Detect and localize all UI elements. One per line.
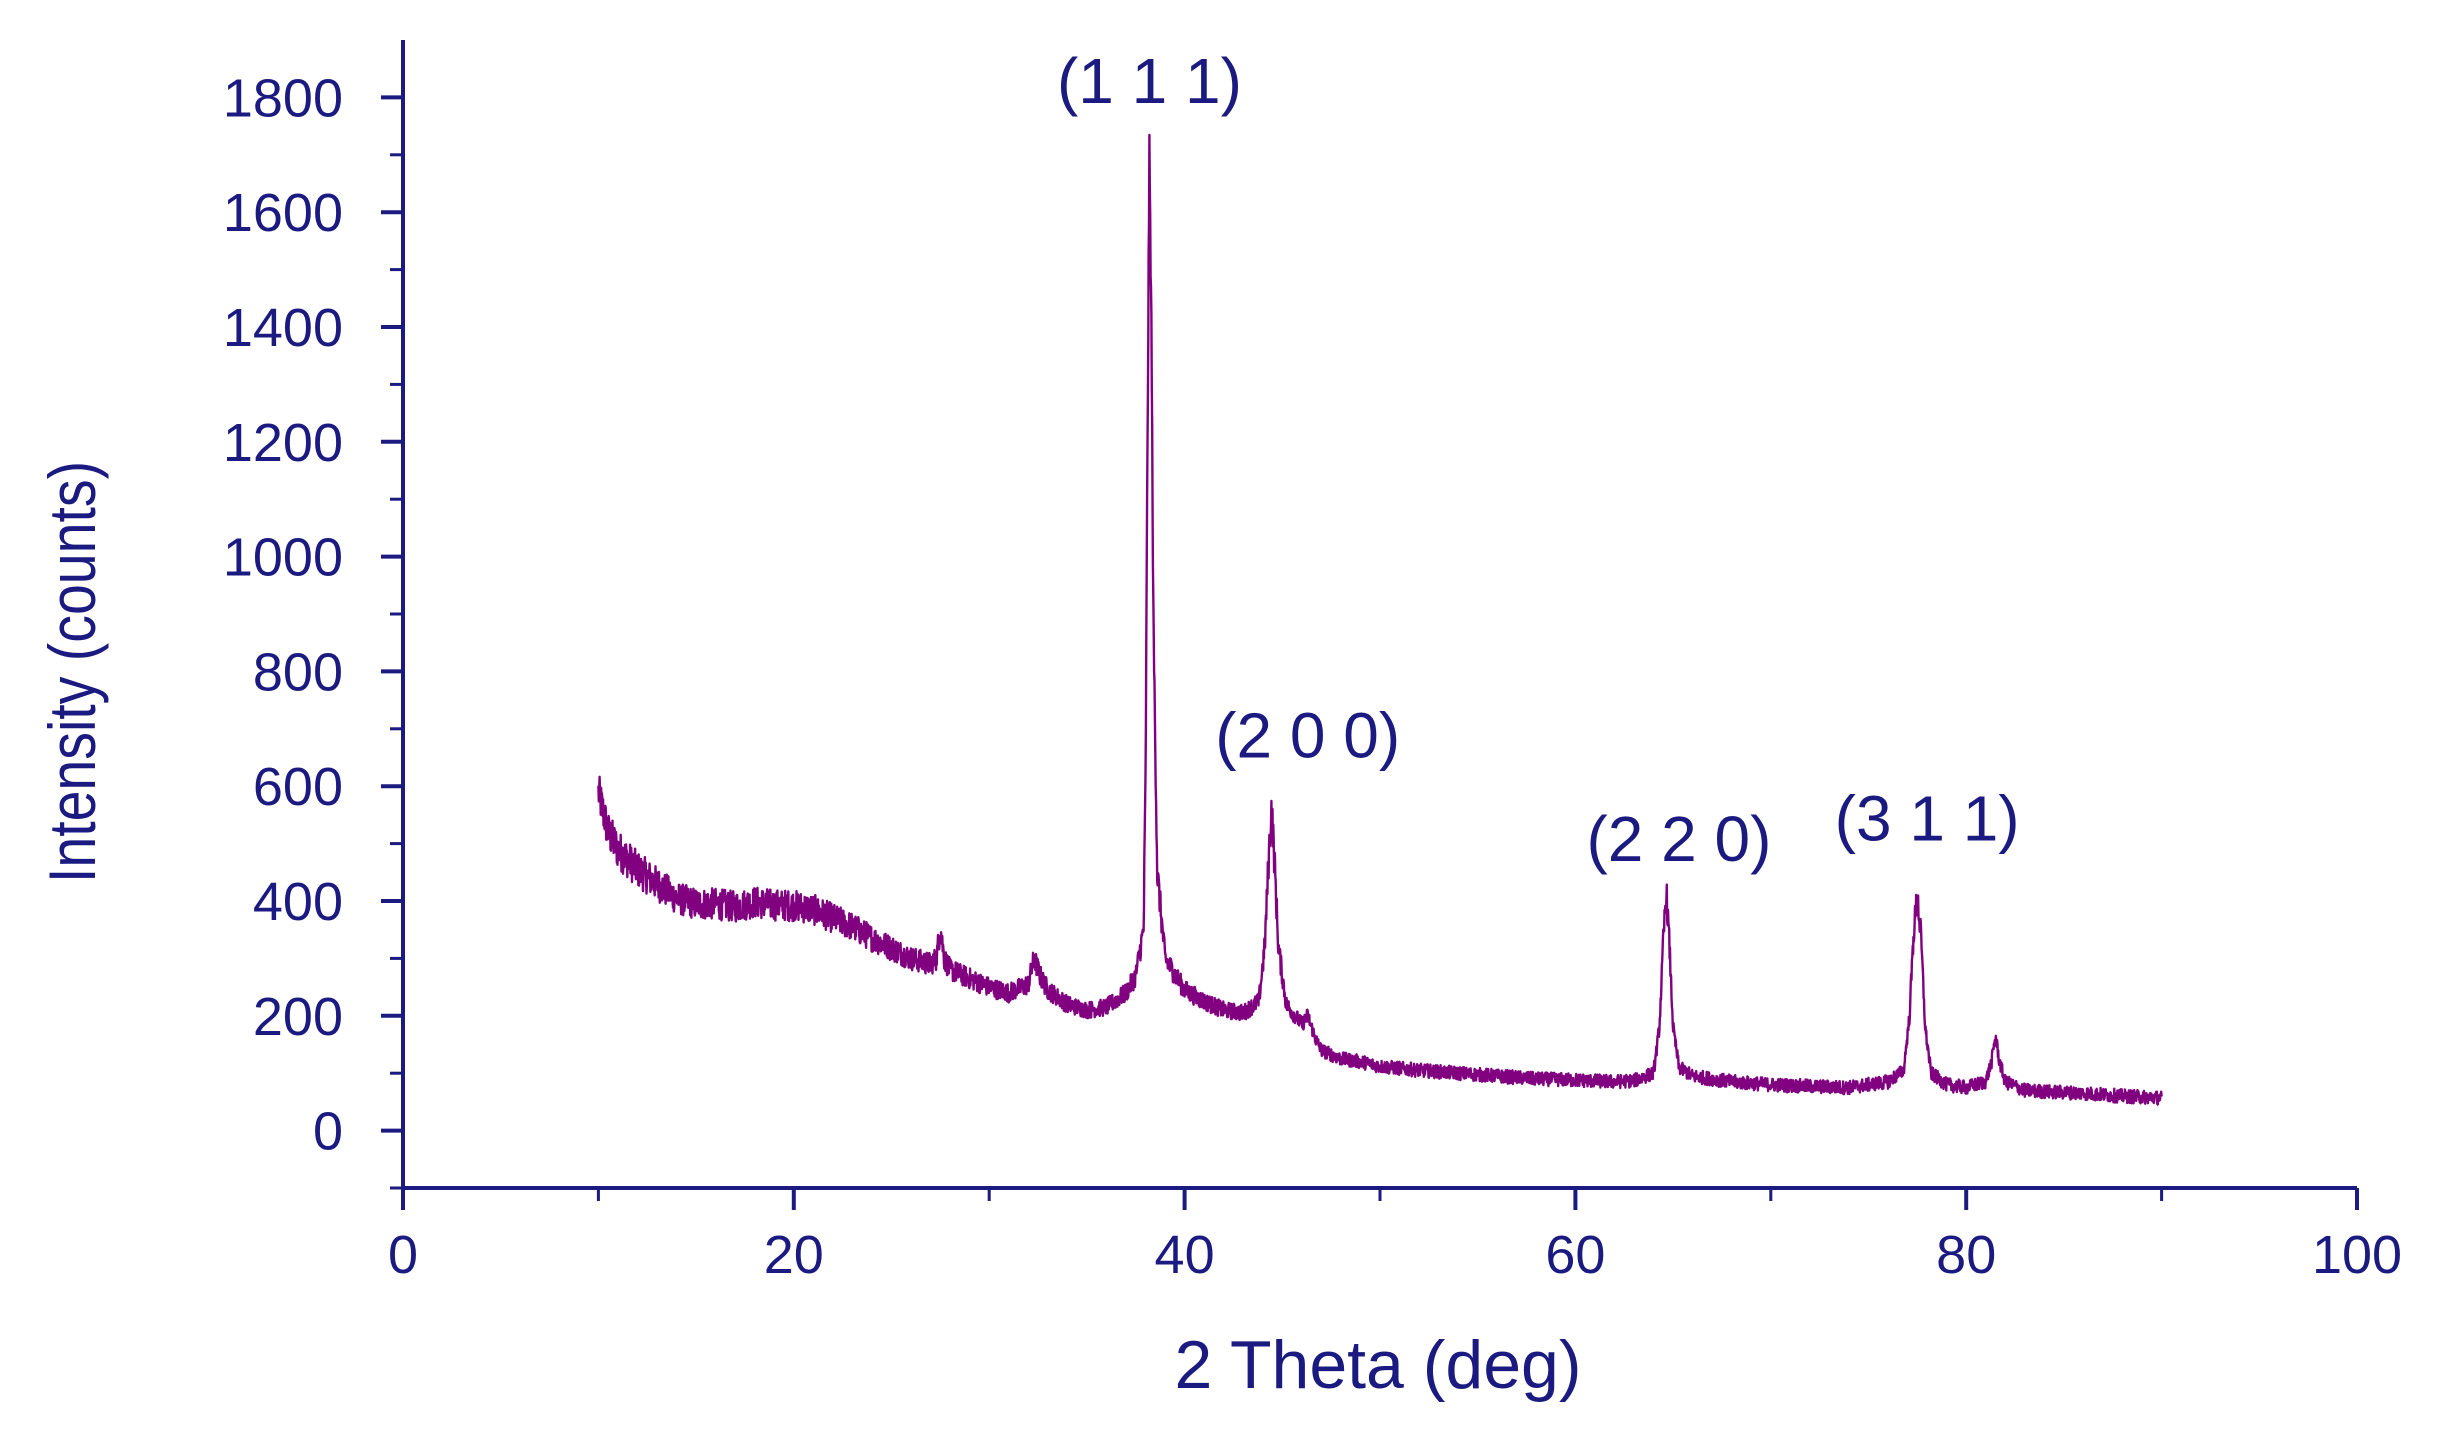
x-tick-label: 60 xyxy=(1545,1225,1605,1285)
y-tick-label: 1800 xyxy=(223,68,343,128)
peak-annotation: (3 1 1) xyxy=(1835,783,2020,855)
x-tick-label: 100 xyxy=(2312,1225,2402,1285)
y-tick-label: 0 xyxy=(313,1102,343,1162)
annotations: (1 1 1) (2 0 0) (2 2 0) (3 1 1) xyxy=(1057,45,2020,875)
x-axis-label: 2 Theta (deg) xyxy=(1174,1327,1581,1403)
y-tick-label: 1400 xyxy=(223,298,343,358)
y-axis-label: Intensity (counts) xyxy=(35,461,109,883)
y-tick-label: 200 xyxy=(253,987,343,1047)
y-tick-label: 600 xyxy=(253,757,343,817)
peak-annotation: (2 2 0) xyxy=(1586,803,1771,875)
y-tick-label: 1000 xyxy=(223,528,343,588)
y-tick-label: 400 xyxy=(253,872,343,932)
x-tick-label: 0 xyxy=(388,1225,418,1285)
peak-annotation: (2 0 0) xyxy=(1215,700,1400,772)
tick-labels: 0 20 40 60 80 1000200400600800100012001400160… xyxy=(223,68,2402,1285)
peak-annotation: (1 1 1) xyxy=(1057,45,1242,117)
x-tick-label: 80 xyxy=(1936,1225,1996,1285)
x-tick-label: 20 xyxy=(764,1225,824,1285)
y-tick-label: 1600 xyxy=(223,183,343,243)
y-tick-label: 800 xyxy=(253,642,343,702)
y-tick-label: 1200 xyxy=(223,413,343,473)
series-line xyxy=(597,133,2163,1106)
ticks xyxy=(381,95,2359,1210)
x-tick-label: 40 xyxy=(1155,1225,1215,1285)
